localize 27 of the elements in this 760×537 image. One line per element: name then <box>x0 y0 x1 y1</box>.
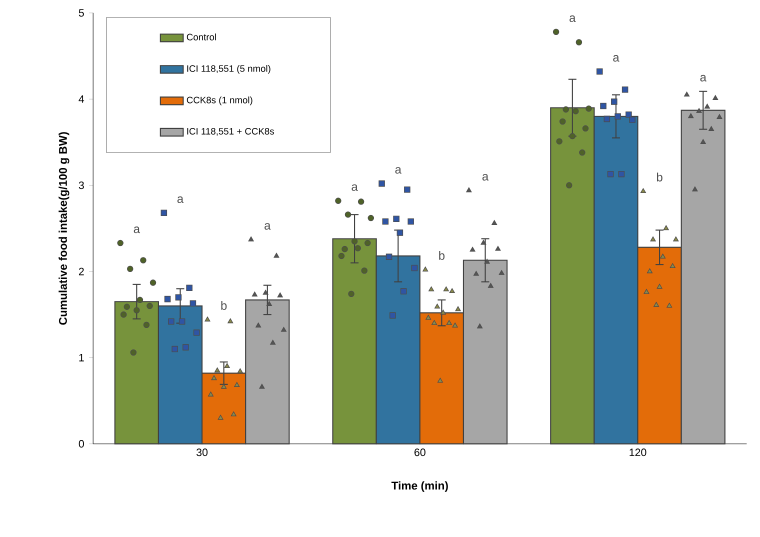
annotation: a <box>700 74 706 82</box>
legend-label: ICI 118,551 + CCK8s <box>187 128 274 136</box>
annotation: b <box>439 251 445 260</box>
annotation: a <box>613 55 620 62</box>
legend-label: ICI 118,551 (5 nmol) <box>187 65 270 74</box>
y-tick-label: 1 <box>79 354 84 362</box>
y-tick-label: 0 <box>78 440 84 448</box>
y-axis-title: Cumulative food intake(g/100 g BW) <box>58 132 70 325</box>
annotation: a <box>177 196 184 204</box>
legend-label: CCK8s (1 nmol) <box>186 96 252 106</box>
annotation: a <box>570 15 576 22</box>
x-tick-label: 60 <box>414 448 426 456</box>
x-tick-label: 30 <box>196 448 208 456</box>
x-tick-label: 120 <box>630 448 646 456</box>
y-tick-label: 4 <box>78 95 84 103</box>
annotation: a <box>134 226 140 234</box>
annotation: a <box>395 167 402 174</box>
annotation: a <box>482 174 489 181</box>
y-tick-label: 3 <box>78 182 84 190</box>
y-tick-label: 2 <box>78 268 84 276</box>
legend-label: Control <box>186 34 216 40</box>
annotation: a <box>264 223 271 230</box>
annotation: a <box>352 184 358 191</box>
annotation: b <box>221 301 227 310</box>
y-tick-label: 5 <box>78 9 84 17</box>
annotation: b <box>656 172 662 182</box>
x-axis-title: Time (min) <box>391 481 448 492</box>
